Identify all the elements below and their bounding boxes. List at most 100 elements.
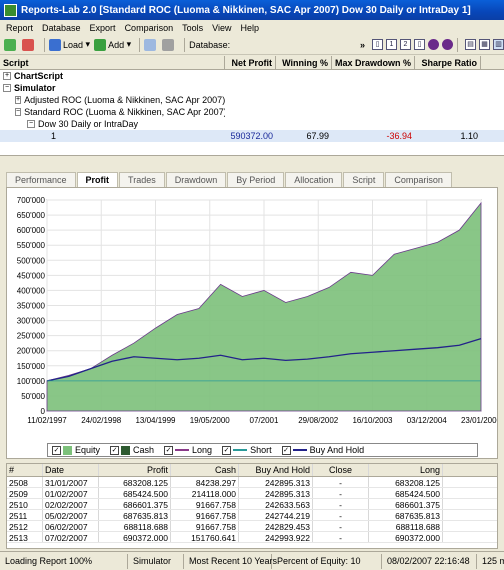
tree-row[interactable]: + Adjusted ROC (Luoma & Nikkinen, SAC Apr… — [0, 94, 504, 106]
load-button[interactable]: Load ▾ — [49, 37, 90, 52]
table-row[interactable]: 2512 06/02/2007 688118.688 91667.758 242829.… — [7, 521, 497, 532]
x-tick-label: 24/02/1998 — [81, 416, 122, 425]
expand-icon[interactable]: + — [15, 96, 22, 104]
copy-button[interactable] — [144, 37, 158, 52]
menu-report[interactable]: Report — [6, 22, 34, 33]
settings-button[interactable] — [162, 37, 176, 52]
collapse-icon[interactable]: − — [27, 120, 35, 128]
table-row[interactable]: 2508 31/01/2007 683208.125 84238.297 242895.… — [7, 477, 497, 488]
page-first-icon[interactable]: ▯ — [372, 39, 383, 50]
legend-label: Short — [250, 445, 272, 455]
net-profit-value: 590372.00 — [230, 131, 273, 141]
tab-drawdown[interactable]: Drawdown — [165, 172, 227, 187]
status-range: Most Recent 10 Years — [184, 553, 277, 569]
column-header[interactable]: Profit — [99, 464, 171, 476]
tree-row[interactable]: − Dow 30 Daily or IntraDay — [0, 118, 504, 130]
table-cell: 683208.125 — [99, 477, 171, 487]
tab-profit[interactable]: Profit — [76, 172, 119, 187]
legend-checkbox[interactable]: ✓ — [52, 445, 61, 455]
page-1-button[interactable]: 1 — [386, 39, 397, 50]
status-equity: Percent of Equity: 10 — [272, 553, 382, 569]
tab-trades[interactable]: Trades — [119, 172, 165, 187]
header-sharpe[interactable]: Sharpe Ratio — [415, 56, 481, 69]
legend-checkbox[interactable]: ✓ — [110, 445, 120, 455]
remove-report-button[interactable] — [22, 37, 36, 52]
tree-row[interactable]: − Simulator — [0, 82, 504, 94]
tree-row[interactable]: 1 590372.00 67.99 -36.94 1.10 — [0, 130, 504, 142]
table-cell: 91667.758 — [171, 499, 239, 509]
overflow-chevron-icon[interactable]: » — [359, 39, 365, 50]
legend-checkbox[interactable]: ✓ — [222, 445, 232, 455]
table-cell: 242993.922 — [239, 532, 313, 542]
column-header[interactable]: # — [7, 464, 43, 476]
collapse-icon[interactable]: − — [3, 84, 11, 92]
menu-view[interactable]: View — [212, 22, 232, 33]
legend-checkbox[interactable]: ✓ — [281, 445, 291, 455]
legend-label: Cash — [133, 445, 155, 455]
legend-equity[interactable]: ✓ Equity — [52, 445, 100, 455]
daily-data-table: # Date Profit Cash Buy And Hold Close Long 250… — [6, 463, 498, 549]
menu-database[interactable]: Database — [42, 22, 81, 33]
table-row[interactable]: 2509 01/02/2007 685424.500 214118.000 242895… — [7, 488, 497, 499]
table-cell: 05/02/2007 — [43, 510, 99, 520]
table-cell: 687635.813 — [369, 510, 443, 520]
table-cell: 84238.297 — [171, 477, 239, 487]
layout-icon[interactable]: ▤ — [465, 39, 476, 50]
tab-allocation[interactable]: Allocation — [285, 172, 343, 187]
column-header[interactable]: Long — [369, 464, 443, 476]
legend-short[interactable]: ✓ Short — [222, 445, 272, 455]
column-header[interactable]: Cash — [171, 464, 239, 476]
grid-icon[interactable]: ▦ — [479, 39, 490, 50]
tree-row[interactable]: − Standard ROC (Luoma & Nikkinen, SAC Apr… — [0, 106, 504, 118]
y-tick-label: 350'000 — [17, 302, 46, 311]
legend-checkbox[interactable]: ✓ — [164, 445, 174, 455]
table-row[interactable]: 2510 02/02/2007 686601.375 91667.758 242633.… — [7, 499, 497, 510]
header-net-profit[interactable]: Net Profit — [225, 56, 276, 69]
next-icon[interactable] — [442, 39, 453, 50]
winning-value: 67.99 — [306, 131, 329, 141]
column-header[interactable]: Date — [43, 464, 99, 476]
header-winning[interactable]: Winning % — [276, 56, 332, 69]
add-button[interactable]: Add ▾ — [94, 37, 131, 52]
header-max-drawdown[interactable]: Max Drawdown % — [332, 56, 415, 69]
tab-performance[interactable]: Performance — [6, 172, 76, 187]
table-cell: 687635.813 — [99, 510, 171, 520]
split-view-icon[interactable]: ▥ — [493, 39, 504, 50]
legend-long[interactable]: ✓ Long — [164, 445, 212, 455]
tree-row[interactable]: + ChartScript — [0, 70, 504, 82]
menu-comparison[interactable]: Comparison — [124, 22, 174, 33]
page-last-icon[interactable]: ▯ — [414, 39, 425, 50]
menu-bar: Report Database Export Comparison Tools … — [0, 20, 504, 35]
tab-script[interactable]: Script — [343, 172, 385, 187]
menu-tools[interactable]: Tools — [182, 22, 204, 33]
profit-chart-panel: 0 50'000 100'000 150'000 200'000 250'000 300'0… — [6, 187, 502, 459]
legend-cash[interactable]: ✓ Cash — [110, 445, 154, 455]
menu-help[interactable]: Help — [240, 22, 259, 33]
tree-cell: − Standard ROC (Luoma & Nikkinen, SAC Apr… — [0, 107, 225, 117]
tab-by-period[interactable]: By Period — [227, 172, 285, 187]
equity-area — [46, 201, 482, 412]
header-script[interactable]: Script — [0, 56, 225, 69]
legend-swatch — [175, 449, 190, 451]
legend-buy-and-hold[interactable]: ✓ Buy And Hold — [281, 445, 364, 455]
table-cell: 686601.375 — [99, 499, 171, 509]
column-header[interactable]: Buy And Hold — [239, 464, 313, 476]
previous-icon[interactable] — [428, 39, 439, 50]
menu-export[interactable]: Export — [89, 22, 116, 33]
new-report-button[interactable] — [4, 37, 18, 52]
tab-comparison[interactable]: Comparison — [385, 172, 452, 187]
legend-swatch — [292, 449, 307, 451]
table-row[interactable]: 2511 05/02/2007 687635.813 91667.758 242744.… — [7, 510, 497, 521]
up-arrow-icon — [49, 38, 61, 51]
table-cell: - — [313, 488, 369, 498]
collapse-icon[interactable]: − — [15, 108, 22, 116]
page-2-button[interactable]: 2 — [400, 39, 411, 50]
expand-icon[interactable]: + — [3, 72, 11, 80]
table-cell: 242829.453 — [239, 521, 313, 531]
column-header[interactable]: Close — [313, 464, 369, 476]
tree-label: Simulator — [14, 83, 56, 93]
table-cell: 91667.758 — [171, 521, 239, 531]
table-cell: 2511 — [7, 510, 43, 520]
table-cell: 91667.758 — [171, 510, 239, 520]
table-row[interactable]: 2513 07/02/2007 690372.000 151760.641 242993… — [7, 532, 497, 543]
